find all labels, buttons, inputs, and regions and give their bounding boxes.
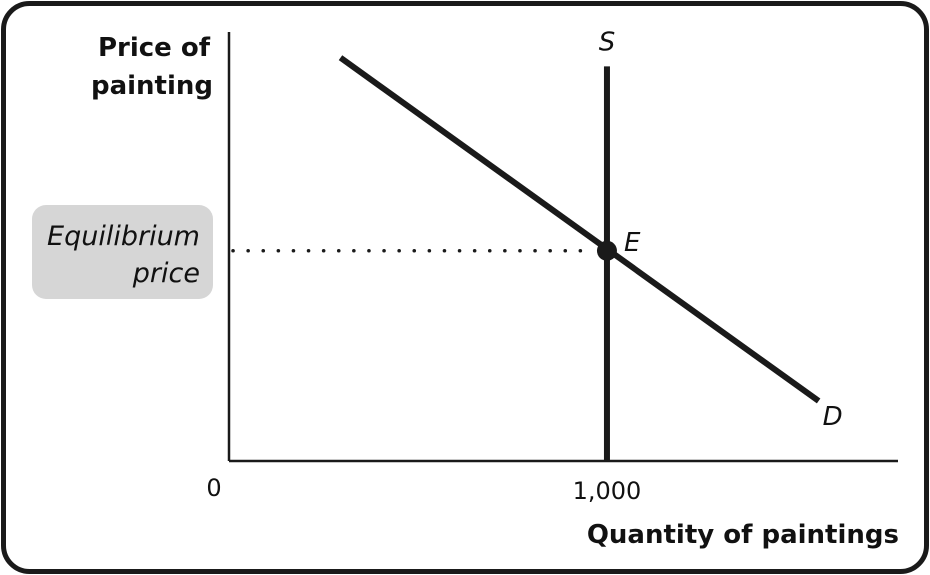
x-tick-label: 1,000 <box>573 477 642 505</box>
demand-curve-label: D <box>823 402 843 432</box>
equilibrium-price-label-line1: Equilibrium <box>47 221 200 252</box>
equilibrium-price-label-line2: price <box>132 258 200 289</box>
equilibrium-price-box <box>32 205 213 299</box>
equilibrium-price-group: Equilibrium price <box>32 205 213 299</box>
y-axis-title-line1: Price of <box>98 33 211 63</box>
supply-curve-label: S <box>599 27 616 57</box>
equilibrium-point-label: E <box>624 228 641 258</box>
x-axis-title: Quantity of paintings <box>587 520 899 550</box>
y-axis-title-line2: painting <box>91 71 213 101</box>
demand-curve <box>338 55 821 404</box>
x-tick-labels: 1,000 <box>573 477 642 505</box>
equilibrium-point <box>596 240 617 261</box>
x-origin-label: 0 <box>206 474 221 502</box>
